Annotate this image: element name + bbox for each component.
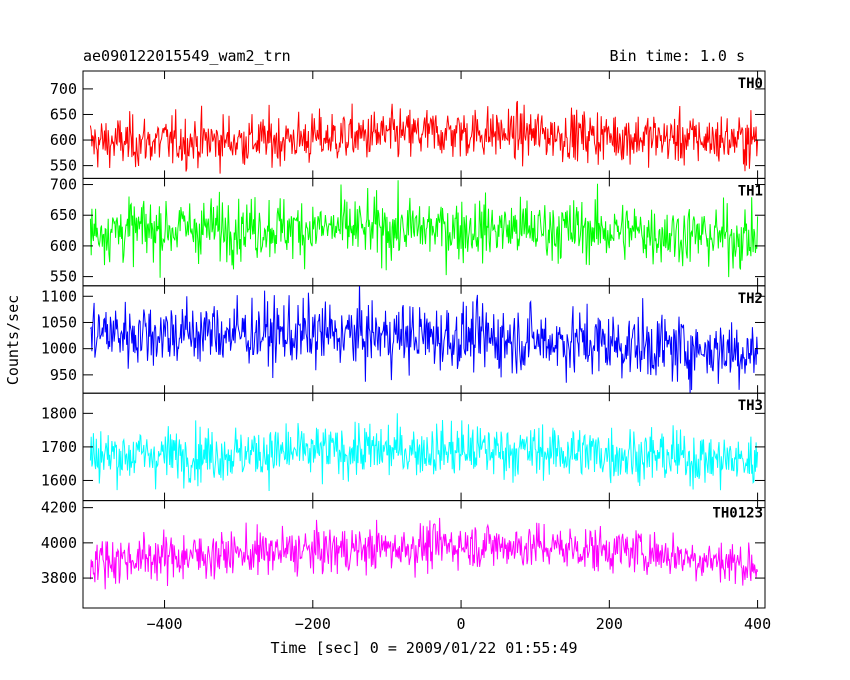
y-tick-label: 650 (50, 206, 77, 224)
series-line-th3 (89, 413, 759, 492)
y-tick-label: 700 (50, 176, 77, 194)
x-axis: −400 −200 0 200 400 (146, 615, 771, 633)
panel-label-th0: TH0 (738, 76, 763, 92)
y-axis-label: Counts/sec (4, 295, 22, 385)
panel-label-th2: TH2 (738, 291, 763, 307)
x-tick-label: 0 (457, 615, 466, 633)
bin-time-label: Bin time: 1.0 s (610, 47, 745, 65)
x-tick-label: 200 (596, 615, 623, 633)
panels-group: 550 600 650 700 TH0 550 600 650 700 TH1 950 1000 105… (41, 70, 766, 609)
y-tick-label: 550 (50, 157, 77, 175)
y-tick-label: 600 (50, 131, 77, 149)
series-line-th0 (89, 100, 759, 174)
y-tick-label: 3800 (41, 569, 77, 587)
x-tick-label: 400 (744, 615, 771, 633)
y-tick-label: 600 (50, 237, 77, 255)
y-tick-label: 4200 (41, 499, 77, 517)
y-tick-label: 1050 (41, 313, 77, 331)
y-tick-label: 1600 (41, 471, 77, 489)
observation-id-title: ae090122015549_wam2_trn (83, 47, 291, 65)
panel-th1: 550 600 650 700 TH1 (50, 176, 766, 287)
x-tick-label: −400 (146, 615, 182, 633)
series-line-th2 (90, 285, 759, 394)
y-tick-label: 650 (50, 105, 77, 123)
panel-th3: 1600 1700 1800 TH3 (41, 392, 766, 502)
y-tick-label: 700 (50, 80, 77, 98)
y-tick-label: 1700 (41, 438, 77, 456)
panel-label-th3: TH3 (738, 398, 763, 414)
panel-th2: 950 1000 1050 1100 TH2 (41, 285, 766, 394)
y-tick-label: 1100 (41, 287, 77, 305)
y-tick-label: 1000 (41, 340, 77, 358)
x-tick-label: −200 (295, 615, 331, 633)
y-tick-label: 550 (50, 268, 77, 286)
y-tick-label: 4000 (41, 534, 77, 552)
y-tick-label: 1800 (41, 404, 77, 422)
x-axis-label: Time [sec] 0 = 2009/01/22 01:55:49 (270, 639, 577, 657)
series-line-th0123 (89, 517, 759, 590)
y-tick-label: 950 (50, 366, 77, 384)
series-line-th1 (89, 180, 759, 278)
panel-label-th0123: TH0123 (712, 506, 763, 522)
panel-frame (82, 500, 766, 609)
panel-label-th1: TH1 (738, 183, 763, 199)
panel-th0: 550 600 650 700 TH0 (50, 70, 766, 179)
panel-th0123: 3800 4000 4200 TH0123 (41, 499, 766, 609)
